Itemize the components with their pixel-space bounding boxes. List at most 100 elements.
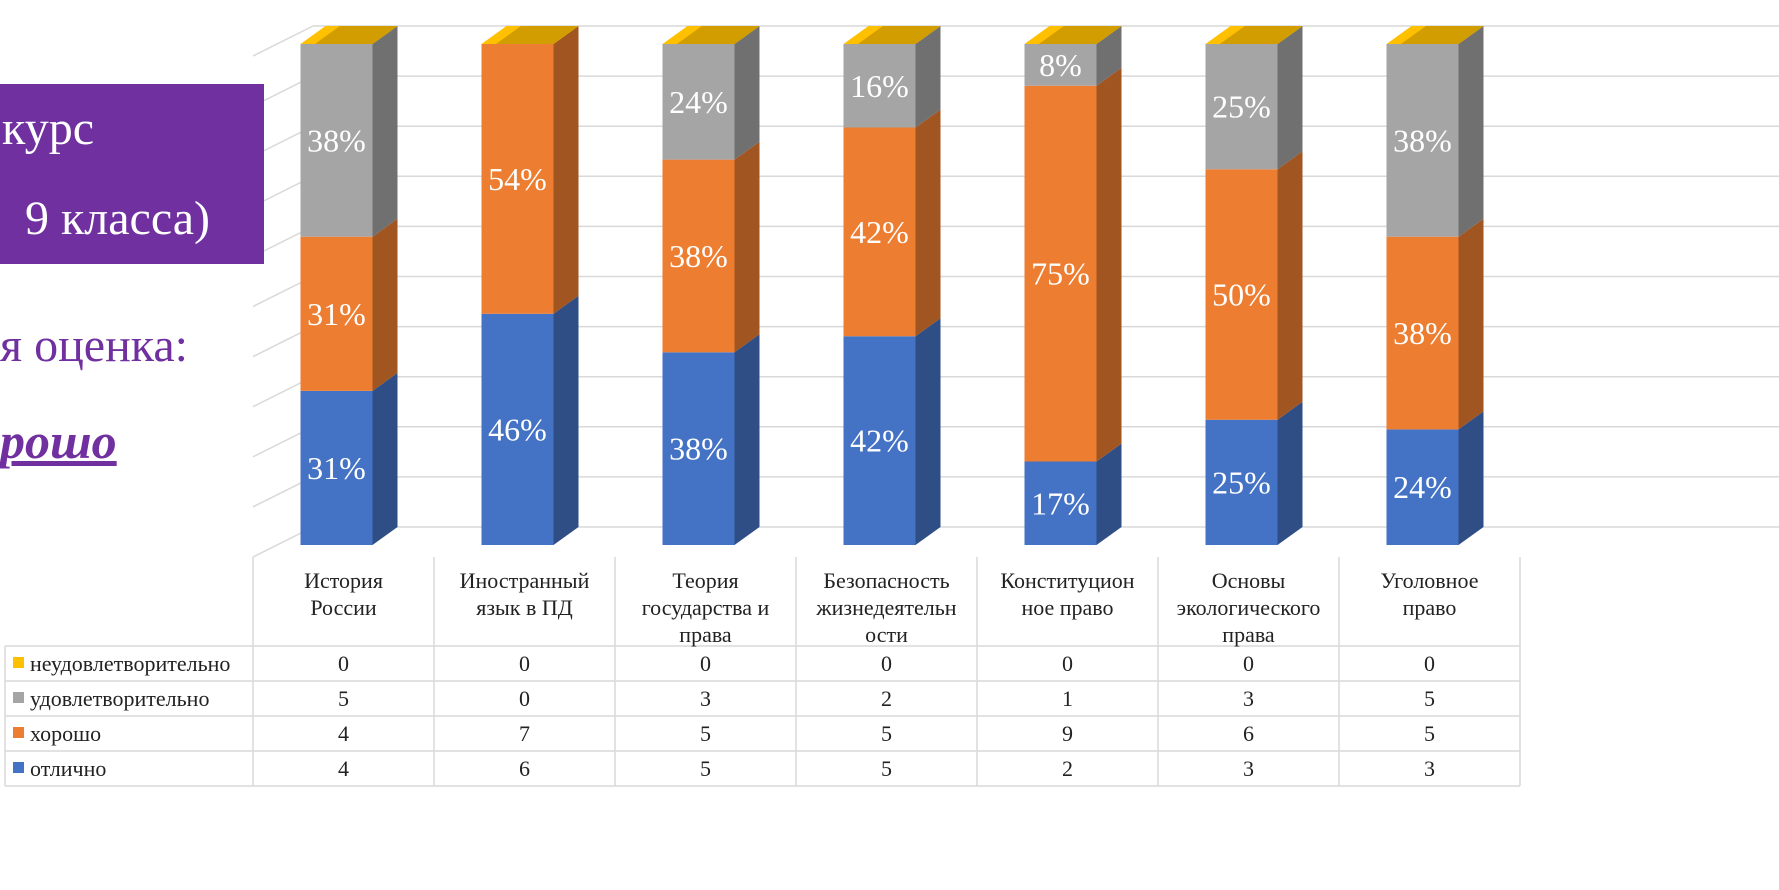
data-label-horosho: 31% <box>307 296 366 332</box>
category-label: История <box>304 568 383 593</box>
bar-horosho <box>300 236 373 391</box>
category-label: права <box>1222 622 1275 647</box>
category-label: Теория <box>672 568 738 593</box>
data-label-otlichno: 42% <box>850 423 909 459</box>
bar-horosho <box>1386 236 1459 430</box>
bar-side-horosho <box>1277 151 1303 420</box>
bar-side-otlichno <box>1458 411 1484 545</box>
bar-otlichno <box>1205 419 1278 545</box>
data-label-horosho: 38% <box>669 238 728 274</box>
data-label-horosho: 50% <box>1212 277 1271 313</box>
data-label-horosho: 75% <box>1031 256 1090 292</box>
bar-side-udovl <box>1277 26 1303 170</box>
bar-horosho <box>662 159 735 353</box>
bar-horosho <box>843 127 916 337</box>
table-cell: 4 <box>338 756 349 781</box>
bar-horosho <box>481 44 554 314</box>
legend-swatch <box>13 727 24 738</box>
slide-title-line1: курс <box>2 102 94 155</box>
bar-horosho <box>1205 169 1278 420</box>
data-label-horosho: 42% <box>850 214 909 250</box>
bar-side-otlichno <box>1096 443 1122 545</box>
legend-label: отлично <box>30 756 106 781</box>
table-cell: 4 <box>338 721 349 746</box>
table-cell: 0 <box>1243 651 1254 676</box>
data-label-horosho: 54% <box>488 161 547 197</box>
data-label-otlichno: 46% <box>488 411 547 447</box>
gridline-side <box>252 25 314 57</box>
bar-otlichno <box>300 390 373 545</box>
legend-label: удовлетворительно <box>30 686 209 711</box>
bar-side-udovl <box>1458 26 1484 237</box>
category-label: права <box>679 622 732 647</box>
bar-side-otlichno <box>1277 401 1303 545</box>
bar-top-neudovl-shade <box>1038 26 1122 44</box>
bar-otlichno <box>1386 429 1459 545</box>
table-cell: 9 <box>1062 721 1073 746</box>
category-label: ное право <box>1021 595 1113 620</box>
bar-udovl <box>843 44 916 128</box>
bar-otlichno <box>843 336 916 545</box>
table-cell: 3 <box>1243 686 1254 711</box>
bar-side-otlichno <box>553 295 579 545</box>
bar-side-horosho <box>553 26 579 314</box>
category-label: экологического <box>1177 595 1321 620</box>
data-label-otlichno: 25% <box>1212 464 1271 500</box>
table-cell: 5 <box>881 721 892 746</box>
bar-side-otlichno <box>915 318 941 545</box>
table-cell: 0 <box>519 686 530 711</box>
bar-top-neudovl-shade <box>495 26 579 44</box>
table-cell: 6 <box>519 756 530 781</box>
data-label-otlichno: 38% <box>669 431 728 467</box>
table-cell: 5 <box>700 721 711 746</box>
bar-top-neudovl-shade <box>1400 26 1484 44</box>
category-label: ости <box>865 622 908 647</box>
table-cell: 1 <box>1062 686 1073 711</box>
bar-udovl <box>662 44 735 160</box>
table-cell: 3 <box>1424 756 1435 781</box>
category-label: Конституцион <box>1000 568 1134 593</box>
bar-top-neudovl-shade <box>1219 26 1303 44</box>
bar-side-horosho <box>372 218 398 391</box>
bar-otlichno <box>481 313 554 545</box>
data-label-otlichno: 17% <box>1031 485 1090 521</box>
legend-label: неудовлетворительно <box>30 651 230 676</box>
legend-swatch <box>13 657 24 668</box>
bar-horosho <box>1024 85 1097 462</box>
rating-label: я оценка: <box>0 319 188 372</box>
bar-side-horosho <box>734 141 760 353</box>
slide-title-line2: 9 класса) <box>24 192 210 245</box>
table-cell: 5 <box>881 756 892 781</box>
data-label-udovl: 38% <box>307 122 366 158</box>
category-label: государства и <box>642 595 770 620</box>
data-label-otlichno: 31% <box>307 450 366 486</box>
rating-value: рошо <box>0 413 117 469</box>
table-cell: 7 <box>519 721 530 746</box>
table-cell: 0 <box>881 651 892 676</box>
bar-side-horosho <box>1096 67 1122 462</box>
table-cell: 6 <box>1243 721 1254 746</box>
category-label: Безопасность <box>823 568 949 593</box>
table-cell: 0 <box>338 651 349 676</box>
legend-swatch <box>13 692 24 703</box>
category-label: России <box>310 595 377 620</box>
data-label-udovl: 38% <box>1393 122 1452 158</box>
table-cell: 0 <box>1424 651 1435 676</box>
category-label: право <box>1403 595 1457 620</box>
bar-top-neudovl-shade <box>676 26 760 44</box>
table-cell: 3 <box>1243 756 1254 781</box>
data-label-udovl: 16% <box>850 68 909 104</box>
bar-otlichno <box>1024 461 1097 545</box>
data-label-udovl: 24% <box>669 84 728 120</box>
slide-title-box: курс 9 класса) <box>0 84 264 264</box>
data-label-otlichno: 24% <box>1393 469 1452 505</box>
category-label: Основы <box>1212 568 1286 593</box>
bar-udovl <box>1386 44 1459 237</box>
bar-side-udovl <box>1096 26 1122 86</box>
bar-otlichno <box>662 352 735 545</box>
bar-side-horosho <box>915 109 941 337</box>
legend-label: хорошо <box>30 721 101 746</box>
bar-top-neudovl-shade <box>314 26 398 44</box>
bar-top-neudovl-shade <box>857 26 941 44</box>
